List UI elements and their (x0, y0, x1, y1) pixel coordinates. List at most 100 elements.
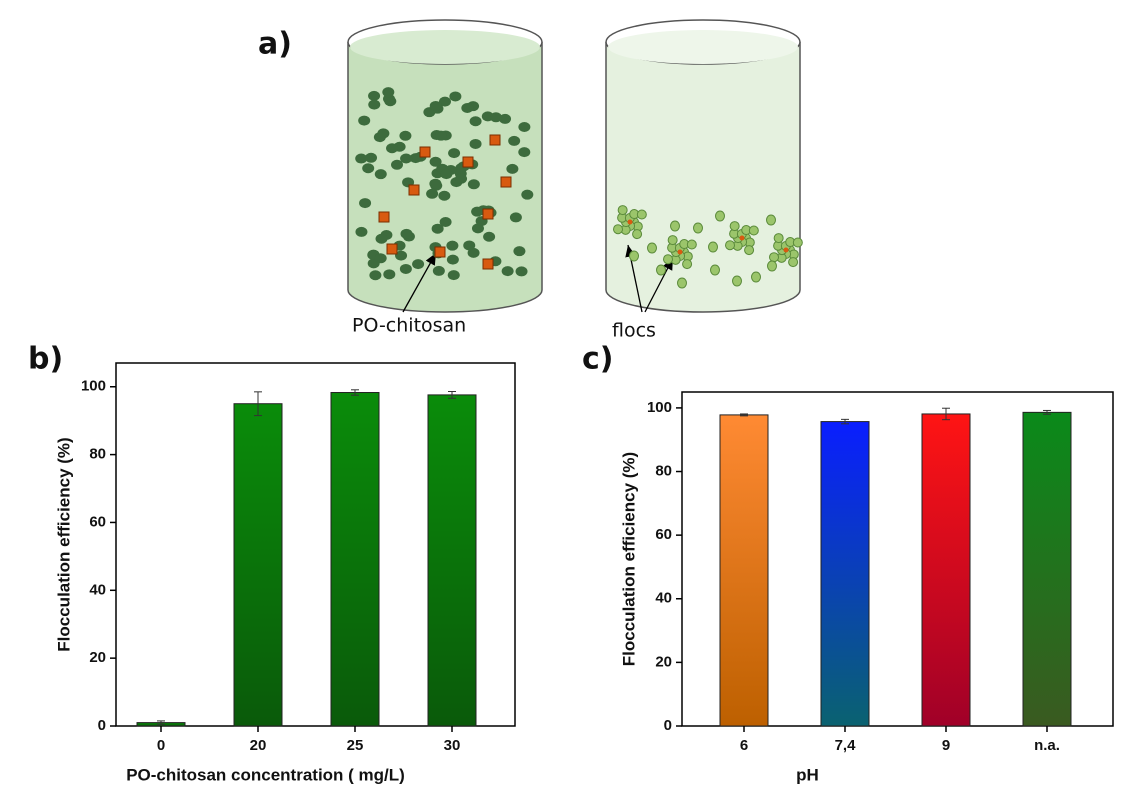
x-tick-label: n.a. (1034, 737, 1060, 754)
figure: a) b) c) PO-chitosan flocs 0204060801000… (0, 0, 1131, 794)
cell (401, 229, 413, 239)
cell (386, 143, 398, 153)
cell (362, 163, 374, 173)
floc-core (784, 248, 789, 253)
cell (752, 272, 761, 282)
floc-cell (793, 238, 802, 247)
cell (455, 174, 467, 184)
floc-cell (637, 210, 646, 219)
cell (368, 91, 380, 101)
floc-cell (745, 246, 754, 255)
cell (694, 223, 703, 233)
cell (400, 264, 412, 274)
cell (490, 112, 502, 122)
cell (468, 179, 480, 189)
panel-label: a) (258, 27, 292, 62)
cell (733, 276, 742, 286)
cell (426, 189, 438, 199)
x-axis-label: pH (796, 765, 819, 784)
cell (400, 153, 412, 163)
beaker-right-surface (608, 30, 798, 64)
bar (428, 395, 476, 726)
po-chitosan (463, 157, 473, 167)
floc-cell (789, 258, 798, 267)
cell (711, 265, 720, 275)
x-tick-label: 7,4 (835, 737, 857, 754)
cell (359, 198, 371, 208)
po-chitosan (490, 135, 500, 145)
floc-cell (774, 234, 783, 243)
cell (657, 265, 666, 275)
cell (447, 255, 459, 265)
cell (358, 116, 370, 126)
po-chitosan (420, 147, 430, 157)
cell (768, 261, 777, 271)
y-tick-label: 20 (655, 653, 672, 670)
x-axis-label: PO-chitosan concentration ( mg/L) (126, 765, 405, 784)
floc-cell (726, 241, 735, 250)
panel-label: b) (28, 342, 63, 377)
x-tick-label: 9 (942, 737, 950, 754)
x-tick-label: 30 (444, 737, 461, 754)
floc-core (628, 220, 633, 225)
cell (375, 253, 387, 263)
floc-cell (730, 222, 739, 231)
cell (430, 101, 442, 111)
cell (648, 243, 657, 253)
cell (630, 251, 639, 261)
cell (383, 269, 395, 279)
floc-cell (683, 260, 692, 269)
y-tick-label: 100 (647, 399, 672, 416)
po-chitosan (435, 247, 445, 257)
floc-cell (749, 226, 758, 235)
cell (435, 131, 447, 141)
cell (678, 278, 687, 288)
cell (483, 232, 495, 242)
cell (449, 91, 461, 101)
y-tick-label: 20 (89, 649, 106, 666)
cell (377, 128, 389, 138)
bar (1023, 412, 1071, 726)
po-chitosan (501, 177, 511, 187)
po-chitosan (387, 244, 397, 254)
x-tick-label: 0 (157, 737, 165, 754)
floc-cell (668, 236, 677, 245)
floc-cell (614, 225, 623, 234)
po-chitosan (483, 209, 493, 219)
cell (461, 103, 473, 113)
cell (429, 179, 441, 189)
floc-cell (687, 240, 696, 249)
bar (234, 404, 282, 726)
cell (716, 211, 725, 221)
bar (821, 422, 869, 726)
y-tick-label: 80 (89, 446, 106, 463)
cell (470, 116, 482, 126)
cell (508, 136, 520, 146)
cell (470, 139, 482, 149)
cell (518, 122, 530, 132)
y-tick-label: 60 (655, 526, 672, 543)
y-axis-label: Flocculation efficiency (%) (54, 437, 73, 651)
bar (922, 414, 970, 726)
cell (368, 100, 380, 110)
po-chitosan (379, 212, 389, 222)
y-tick-label: 40 (89, 581, 106, 598)
po-chitosan (409, 185, 419, 195)
panel-label: c) (582, 342, 614, 377)
floc-core (740, 236, 745, 241)
floc-cell (633, 230, 642, 239)
beaker-right (606, 42, 800, 312)
cell (369, 270, 381, 280)
cell (709, 242, 718, 252)
floc-cell (770, 253, 779, 262)
y-tick-label: 60 (89, 513, 106, 530)
cell (502, 266, 514, 276)
y-tick-label: 0 (664, 717, 672, 734)
y-tick-label: 40 (655, 590, 672, 607)
cell (430, 157, 442, 167)
cell (355, 227, 367, 237)
cell (446, 241, 458, 251)
cell (448, 148, 460, 158)
beaker-left-surface (350, 30, 540, 64)
cell (448, 270, 460, 280)
